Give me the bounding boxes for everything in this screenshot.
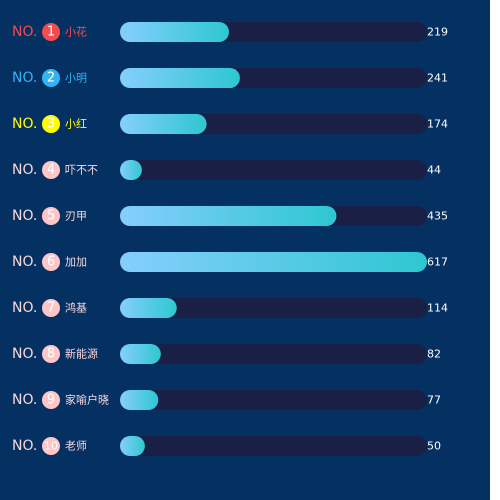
category-label: 老师 [65, 440, 87, 453]
category-label: 新能源 [65, 347, 98, 361]
bar-row: NO. 7 鸿基 114 [12, 298, 448, 318]
rank-number-label: 2 [47, 71, 55, 86]
bar [120, 114, 207, 134]
rank-prefix-label: NO. [12, 254, 37, 270]
value-label: 219 [427, 26, 448, 39]
rank-number-label: 10 [44, 440, 58, 453]
rank-badge [42, 299, 60, 317]
rank-number-label: 3 [47, 117, 55, 132]
rank-prefix-label: NO. [12, 116, 37, 132]
rank-prefix-label: NO. [12, 300, 37, 316]
rank-prefix-label: NO. [12, 162, 37, 178]
category-label: 刃甲 [65, 210, 87, 223]
rank-badge [42, 391, 60, 409]
rank-badge [42, 207, 60, 225]
rank-number-label: 4 [47, 163, 55, 178]
rank-prefix-label: NO. [12, 392, 37, 408]
rank-number-label: 5 [47, 209, 55, 224]
rank-badge [42, 161, 60, 179]
rank-prefix-label: NO. [12, 208, 37, 224]
rank-badge [42, 23, 60, 41]
rank-badge [42, 69, 60, 87]
bar [120, 390, 159, 410]
category-label: 小花 [65, 26, 87, 39]
value-label: 44 [427, 164, 441, 177]
rank-prefix-label: NO. [12, 24, 37, 40]
value-label: 77 [427, 394, 441, 407]
rank-prefix-label: NO. [12, 70, 37, 86]
bar-row: NO. 6 加加 617 [12, 252, 448, 272]
bar-row: NO. 2 小明 241 [12, 68, 448, 88]
rank-number-label: 6 [47, 255, 55, 270]
bar [120, 298, 177, 318]
value-label: 241 [427, 72, 448, 85]
rank-number-label: 1 [47, 25, 55, 40]
rank-badge [42, 115, 60, 133]
value-label: 617 [427, 256, 448, 269]
value-label: 114 [427, 302, 448, 315]
bar-row: NO. 4 吓不不 44 [12, 160, 441, 180]
bar-track [120, 436, 427, 456]
bar [120, 160, 142, 180]
bar [120, 344, 161, 364]
bar [120, 22, 229, 42]
bar-row: NO. 10 老师 50 [12, 436, 441, 456]
bar-track [120, 390, 427, 410]
bar-row: NO. 3 小红 174 [12, 114, 448, 134]
bar-row: NO. 5 刃甲 435 [12, 206, 448, 226]
bar-track [120, 160, 427, 180]
category-label: 小明 [65, 72, 87, 85]
bar [120, 68, 240, 88]
rank-badge [42, 437, 60, 455]
category-label: 加加 [65, 256, 87, 269]
category-label: 小红 [65, 118, 87, 131]
bar-row: NO. 9 家喻户晓 77 [12, 390, 441, 410]
rank-prefix-label: NO. [12, 438, 37, 454]
bar-track [120, 344, 427, 364]
value-label: 435 [427, 210, 448, 223]
value-label: 174 [427, 118, 448, 131]
rank-prefix-label: NO. [12, 346, 37, 362]
category-label: 鸿基 [65, 301, 87, 315]
rank-badge [42, 253, 60, 271]
bar [120, 252, 427, 272]
rank-badge [42, 345, 60, 363]
category-label: 吓不不 [65, 164, 98, 177]
value-label: 82 [427, 348, 441, 361]
bar-row: NO. 1 小花 219 [12, 22, 448, 42]
rank-number-label: 9 [47, 393, 55, 408]
bar-row: NO. 8 新能源 82 [12, 344, 441, 364]
bar [120, 206, 337, 226]
category-label: 家喻户晓 [65, 393, 109, 407]
bar [120, 436, 145, 456]
rank-number-label: 7 [47, 301, 55, 316]
value-label: 50 [427, 440, 441, 453]
rank-number-label: 8 [47, 347, 55, 362]
bar-track [120, 298, 427, 318]
